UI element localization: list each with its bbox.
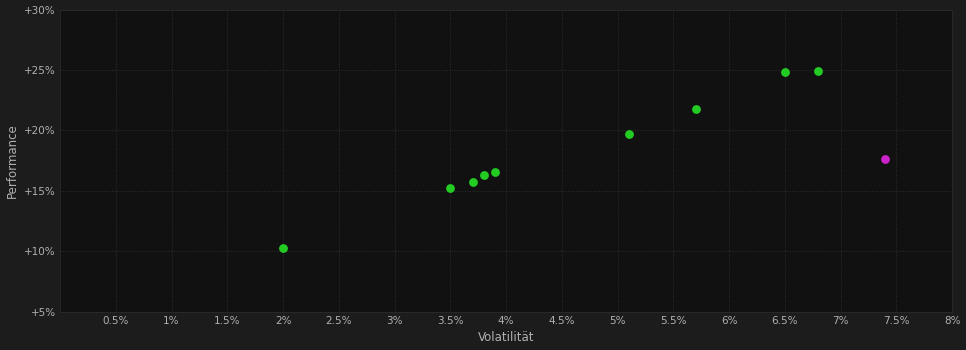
Y-axis label: Performance: Performance <box>6 123 18 198</box>
Point <box>465 180 480 185</box>
Point <box>487 169 502 174</box>
Point <box>275 245 291 251</box>
Point <box>688 106 703 111</box>
Point <box>877 157 893 162</box>
Point <box>810 68 826 74</box>
Point <box>476 172 492 178</box>
X-axis label: Volatilität: Volatilität <box>478 331 534 344</box>
Point <box>778 70 793 75</box>
Point <box>442 186 458 191</box>
Point <box>621 131 637 137</box>
